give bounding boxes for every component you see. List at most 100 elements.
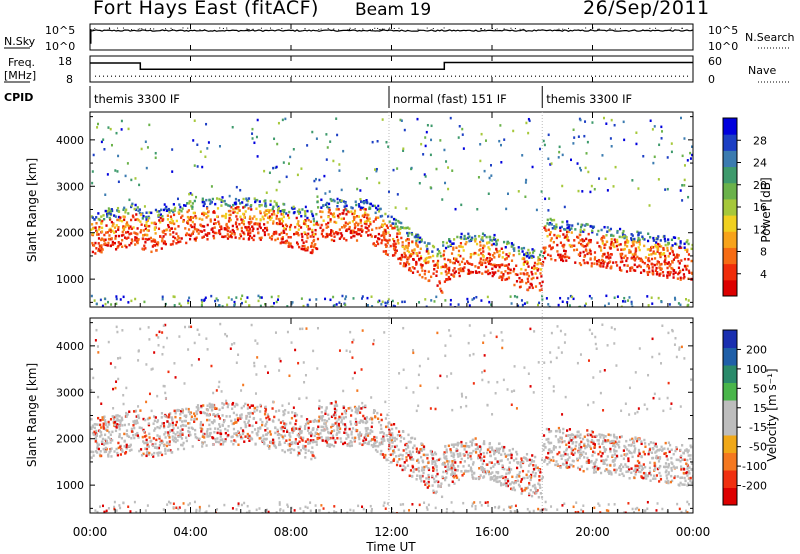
scatter-cell [255,207,258,211]
scatter-cell [366,213,369,217]
scatter-cell [189,234,192,237]
scatter-cell [507,271,510,275]
scatter-cell [315,443,318,446]
noise-point [503,28,505,30]
scatter-cell [122,225,125,228]
scatter-cell [676,256,679,259]
scatter-cell [561,184,564,188]
scatter-cell [249,411,252,415]
scatter-cell [129,218,133,222]
scatter-cell [161,237,164,240]
scatter-cell [625,448,629,451]
scatter-cell [393,226,396,230]
scatter-cell [229,235,232,238]
scatter-cell [612,433,616,437]
scatter-cell [545,438,548,441]
scatter-cell [600,454,603,458]
scatter-cell [451,242,454,245]
scatter-cell [234,418,237,421]
scatter-cell [332,436,335,440]
scatter-cell [311,228,314,232]
scatter-cell [145,434,148,438]
scatter-cell [559,253,562,257]
scatter-cell [193,420,196,424]
scatter-cell [443,280,447,283]
scatter-cell [410,456,413,459]
scatter-cell [677,266,681,270]
noise-right-tick-bottom: 10^0 [708,40,738,53]
scatter-cell [283,424,287,428]
scatter-cell [408,254,411,257]
scatter-cell [467,445,471,448]
scatter-cell [117,154,120,158]
noise-point [318,28,320,30]
scatter-cell [283,426,286,429]
scatter-cell [495,447,498,450]
scatter-cell [423,272,426,276]
scatter-cell [416,467,419,471]
scatter-cell [218,417,222,420]
scatter-cell [315,220,319,224]
scatter-cell [571,295,574,299]
scatter-cell [406,246,409,250]
scatter-cell [461,133,464,136]
scatter-cell [651,302,654,305]
scatter-cell [382,432,386,435]
scatter-cell [593,251,597,254]
scatter-cell [285,422,288,426]
scatter-cell [228,204,232,208]
scatter-cell [326,428,329,431]
scatter-cell [351,206,354,210]
scatter-cell [389,447,392,450]
scatter-cell [586,140,589,144]
scatter-cell [490,303,493,306]
scatter-cell [547,428,551,431]
scatter-cell [163,433,166,436]
scatter-cell [499,475,503,479]
scatter-cell [103,239,106,243]
scatter-cell [593,468,596,471]
scatter-cell [627,443,630,447]
scatter-cell [258,236,261,240]
scatter-cell [158,437,161,440]
scatter-cell [304,232,307,236]
scatter-cell [523,302,526,305]
scatter-cell [549,254,552,258]
scatter-cell [596,233,599,236]
scatter-cell [633,237,636,241]
scatter-cell [157,227,161,231]
scatter-cell [100,226,104,230]
scatter-cell [520,267,523,271]
scatter-cell [534,272,537,275]
scatter-cell [333,235,336,238]
scatter-cell [224,215,227,218]
scatter-cell [445,241,448,245]
scatter-cell [612,244,615,247]
scatter-cell [403,251,406,255]
scatter-cell [507,254,510,258]
scatter-cell [596,241,599,245]
scatter-cell [394,251,397,255]
scatter-cell [484,139,487,142]
scatter-cell [330,443,334,447]
scatter-cell [590,184,593,188]
scatter-cell [300,297,303,300]
scatter-cell [450,451,453,454]
noise-point [94,27,96,29]
scatter-cell [117,226,120,229]
scatter-cell [102,425,105,428]
scatter-cell [348,444,352,448]
scatter-cell [325,441,329,444]
scatter-cell [615,437,619,440]
scatter-cell [687,449,690,452]
scatter-cell [452,455,455,459]
scatter-cell [100,246,103,249]
scatter-cell [161,295,164,299]
scatter-cell [368,217,371,220]
scatter-cell [259,304,262,307]
scatter-cell [684,479,687,483]
scatter-cell [147,229,150,232]
scatter-cell [340,420,343,424]
scatter-cell [554,429,558,433]
scatter-cell [232,230,235,233]
